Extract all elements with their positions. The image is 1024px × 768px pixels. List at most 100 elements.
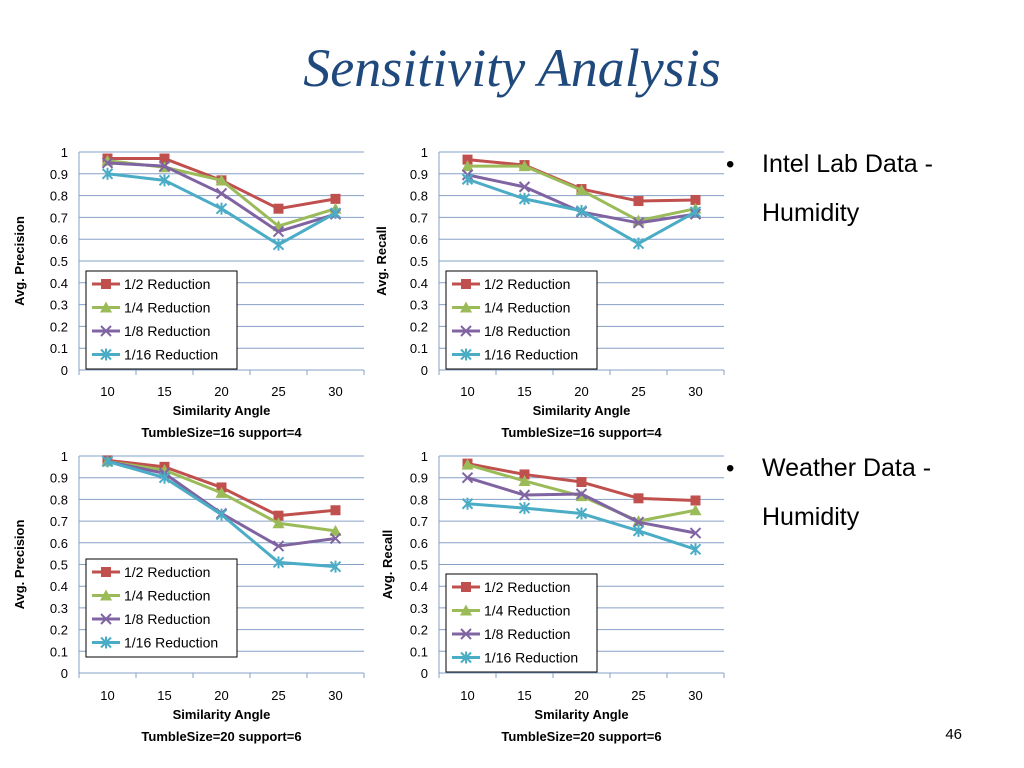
data-point [159, 153, 170, 164]
data-point [518, 192, 531, 205]
y-tick-label: 0.3 [50, 298, 68, 313]
y-tick-label: 0.7 [50, 514, 68, 529]
legend-label: 1/8 Reduction [124, 611, 210, 627]
x-tick-label: 10 [100, 688, 114, 703]
x-tick-label: 30 [688, 688, 702, 703]
x-axis-title: Similarity Angle [173, 707, 271, 722]
y-tick-label: 0.4 [50, 579, 68, 594]
data-point [158, 471, 171, 484]
page-number: 46 [945, 726, 962, 743]
y-tick-label: 0.5 [410, 558, 428, 573]
data-point [330, 193, 341, 204]
x-axis-title: Smilarity Angle [534, 707, 628, 722]
legend-marker [101, 567, 111, 577]
data-point [272, 225, 285, 238]
x-tick-label: 15 [517, 688, 531, 703]
bullet-dot-icon: • [726, 455, 735, 482]
y-tick-label: 0.8 [50, 189, 68, 204]
legend-marker [101, 279, 111, 289]
legend-label: 1/8 Reduction [124, 323, 210, 339]
slide-title: Sensitivity Analysis [303, 38, 721, 98]
y-tick-label: 0.4 [410, 579, 428, 594]
x-tick-label: 15 [157, 384, 171, 399]
x-axis-title: Similarity Angle [173, 403, 271, 418]
x-tick-label: 25 [631, 384, 645, 399]
bullet-text: Intel Lab Data - Humidity [762, 150, 933, 227]
bullet-list-2: • Weather Data - Humidity [720, 444, 1010, 542]
x-tick-label: 15 [517, 384, 531, 399]
legend-label: 1/16 Reduction [124, 347, 218, 363]
y-tick-label: 0.6 [50, 232, 68, 247]
legend-box [445, 573, 598, 673]
y-tick-label: 0.7 [410, 514, 428, 529]
data-point [690, 495, 701, 506]
y-tick-label: 0.4 [50, 276, 68, 291]
y-tick-label: 0.7 [50, 210, 68, 225]
y-tick-label: 0.3 [50, 601, 68, 616]
data-point [273, 203, 284, 214]
data-point [632, 516, 645, 528]
data-point [215, 174, 228, 186]
data-point [689, 205, 702, 218]
legend-label: 1/2 Reduction [124, 564, 210, 580]
data-point [632, 524, 645, 537]
legend-label: 1/2 Reduction [484, 579, 570, 595]
legend-marker [460, 325, 472, 337]
y-tick-label: 0.8 [50, 492, 68, 507]
legend-marker [460, 604, 472, 616]
data-point [518, 181, 531, 193]
data-point [329, 207, 342, 220]
y-tick-label: 1 [61, 449, 68, 464]
data-point [689, 504, 702, 516]
x-tick-label: 30 [328, 384, 342, 399]
y-tick-label: 0 [421, 363, 428, 378]
y-tick-label: 0.6 [50, 536, 68, 551]
legend-label: 1/2 Reduction [484, 276, 570, 292]
legend-marker [460, 651, 472, 664]
y-tick-label: 1 [421, 145, 428, 160]
data-point [461, 458, 474, 470]
y-axis-title: Avg. Recall [374, 226, 389, 296]
data-point [273, 510, 284, 521]
data-point [575, 488, 588, 500]
data-point [158, 174, 171, 187]
legend-label: 1/16 Reduction [124, 635, 218, 651]
data-point [329, 560, 342, 573]
data-point [461, 160, 474, 172]
y-tick-label: 0.8 [410, 189, 428, 204]
data-point [575, 184, 588, 196]
y-tick-label: 1 [61, 145, 68, 160]
y-tick-label: 0.5 [410, 254, 428, 269]
data-point [632, 217, 645, 229]
data-point [272, 540, 285, 552]
data-point [575, 204, 588, 217]
y-tick-label: 0.2 [410, 319, 428, 334]
y-tick-label: 0 [61, 666, 68, 681]
y-axis-title: Avg. Precision [12, 520, 27, 610]
y-tick-label: 0.3 [410, 601, 428, 616]
data-point [518, 160, 531, 172]
legend-marker [100, 325, 112, 337]
x-tick-label: 10 [460, 688, 474, 703]
y-tick-label: 1 [421, 449, 428, 464]
y-tick-label: 0.2 [50, 623, 68, 638]
x-tick-label: 10 [100, 384, 114, 399]
bullet-dot-icon: • [726, 151, 735, 178]
data-point [633, 196, 644, 207]
y-tick-label: 0.1 [50, 341, 68, 356]
data-point [519, 469, 530, 480]
legend-label: 1/4 Reduction [124, 588, 210, 604]
legend-marker [100, 348, 112, 361]
legend-label: 1/8 Reduction [484, 323, 570, 339]
x-tick-label: 25 [631, 688, 645, 703]
data-point [689, 527, 702, 539]
y-tick-label: 0.4 [410, 276, 428, 291]
data-point [215, 486, 228, 498]
y-tick-label: 0 [421, 666, 428, 681]
data-point [272, 556, 285, 569]
chart-subtitle: TumbleSize=20 support=6 [501, 729, 661, 744]
x-tick-label: 20 [214, 688, 228, 703]
data-point [461, 497, 474, 510]
